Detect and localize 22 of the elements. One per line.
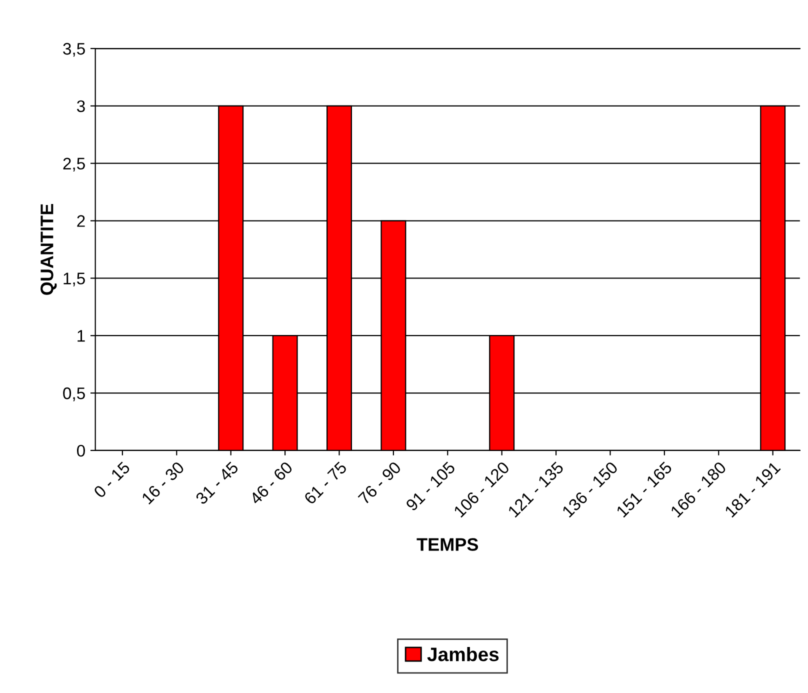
x-tick-label: 91 - 105: [405, 460, 456, 512]
y-tick-label: 3: [76, 100, 85, 112]
y-tick-label: 1: [78, 330, 85, 342]
y-axis-title: QUANTITE: [40, 204, 57, 295]
x-tick-label: 76 - 90: [358, 460, 402, 505]
x-axis-title: TEMPS: [416, 538, 478, 551]
y-tick-label: 1,5: [64, 272, 85, 286]
x-tick-label: 136 - 150: [562, 460, 618, 518]
y-tick-label: 2,5: [63, 158, 85, 172]
x-tick-label: 61 - 75: [303, 460, 348, 505]
x-tick-label: 166 - 180: [670, 460, 727, 518]
legend-label: Jambes: [427, 646, 499, 662]
x-tick-label: 46 - 60: [248, 460, 294, 506]
y-tick-label: 0: [77, 444, 85, 457]
y-tick-label: 0,5: [63, 387, 85, 402]
y-tick-label: 2: [77, 215, 85, 227]
x-tick-label: 31 - 45: [194, 460, 240, 506]
x-tick-label: 16 - 30: [141, 460, 185, 505]
x-tick-label: 151 - 165: [616, 460, 673, 518]
x-tick-label: 181 - 191: [724, 461, 781, 518]
y-tick-label: 3,5: [63, 42, 85, 57]
x-tick-label: 0 - 15: [93, 460, 131, 498]
